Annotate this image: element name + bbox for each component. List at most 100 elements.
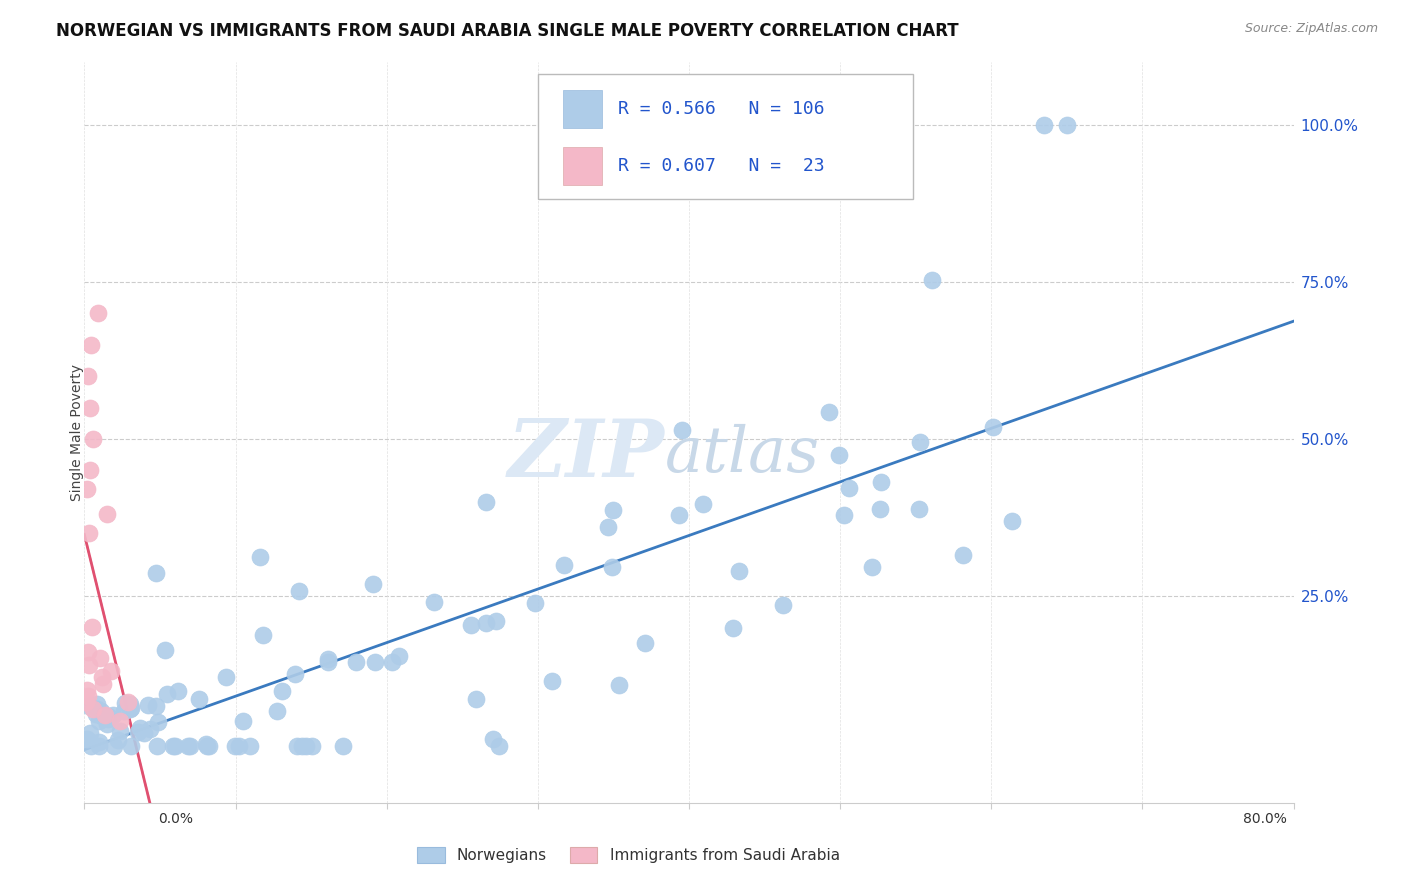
Point: [832, 508, 855, 523]
Point: [163, 739, 186, 754]
Point: [600, 560, 623, 574]
FancyBboxPatch shape: [564, 90, 602, 128]
Text: NORWEGIAN VS IMMIGRANTS FROM SAUDI ARABIA SINGLE MALE POVERTY CORRELATION CHART: NORWEGIAN VS IMMIGRANTS FROM SAUDI ARABI…: [56, 22, 959, 40]
Point: [1056, 118, 1078, 132]
Point: [232, 714, 254, 728]
Point: [127, 725, 149, 739]
Point: [139, 723, 162, 737]
Point: [921, 273, 943, 287]
Point: [195, 739, 218, 754]
Point: [981, 420, 1004, 434]
Point: [97, 712, 120, 726]
Point: [465, 692, 488, 706]
Point: [475, 495, 498, 509]
Point: [82, 701, 104, 715]
Point: [1001, 514, 1024, 528]
Point: [553, 558, 575, 573]
Point: [117, 695, 139, 709]
Point: [838, 481, 860, 495]
Point: [90, 704, 112, 718]
Point: [77, 526, 100, 541]
Point: [76, 482, 98, 496]
Point: [90, 708, 112, 723]
Point: [79, 463, 101, 477]
Point: [316, 651, 339, 665]
Point: [482, 732, 505, 747]
Point: [94, 708, 117, 723]
Point: [475, 616, 498, 631]
Point: [77, 657, 100, 672]
Point: [249, 550, 271, 565]
Point: [156, 687, 179, 701]
Text: atlas: atlas: [665, 424, 820, 485]
Point: [167, 684, 190, 698]
Point: [76, 689, 98, 703]
Point: [332, 739, 354, 754]
Point: [146, 714, 169, 729]
Point: [188, 692, 211, 706]
Point: [908, 502, 931, 516]
Point: [288, 584, 311, 599]
Point: [132, 726, 155, 740]
Point: [485, 614, 508, 628]
Point: [607, 678, 630, 692]
Point: [108, 723, 131, 738]
Point: [76, 369, 98, 384]
Text: ZIP: ZIP: [508, 416, 665, 493]
Point: [598, 519, 620, 533]
Point: [344, 655, 367, 669]
Point: [145, 698, 167, 713]
Point: [295, 739, 318, 754]
Point: [1033, 118, 1056, 132]
Point: [772, 598, 794, 612]
Point: [89, 714, 111, 729]
Text: 0.0%: 0.0%: [159, 812, 193, 826]
Point: [79, 726, 101, 740]
Point: [76, 682, 98, 697]
Point: [266, 704, 288, 718]
Point: [215, 670, 238, 684]
Point: [79, 699, 101, 714]
Point: [818, 405, 841, 419]
Point: [96, 708, 118, 723]
Point: [86, 697, 108, 711]
FancyBboxPatch shape: [564, 147, 602, 186]
Point: [129, 721, 152, 735]
Point: [146, 739, 169, 754]
Point: [153, 643, 176, 657]
Point: [194, 737, 217, 751]
Point: [228, 739, 250, 754]
FancyBboxPatch shape: [538, 73, 912, 200]
Point: [82, 620, 104, 634]
Point: [541, 673, 564, 688]
Point: [828, 449, 851, 463]
Point: [76, 731, 98, 746]
Point: [108, 714, 131, 729]
Text: R = 0.566   N = 106: R = 0.566 N = 106: [617, 100, 824, 119]
Point: [96, 716, 118, 731]
Point: [728, 565, 751, 579]
Point: [870, 475, 893, 489]
Point: [120, 739, 142, 754]
Point: [239, 739, 262, 754]
Point: [668, 508, 690, 522]
Point: [460, 618, 482, 632]
Point: [252, 628, 274, 642]
Point: [84, 706, 107, 721]
Point: [136, 698, 159, 713]
Point: [96, 507, 118, 521]
Point: [634, 636, 657, 650]
Point: [77, 645, 100, 659]
Point: [602, 503, 624, 517]
Point: [910, 434, 932, 449]
Point: [860, 560, 883, 574]
Point: [86, 702, 108, 716]
Point: [118, 701, 141, 715]
Point: [75, 695, 97, 709]
Point: [112, 704, 135, 718]
Point: [89, 735, 111, 749]
Point: [179, 739, 201, 754]
Point: [952, 548, 974, 562]
Point: [869, 502, 891, 516]
Point: [423, 595, 446, 609]
